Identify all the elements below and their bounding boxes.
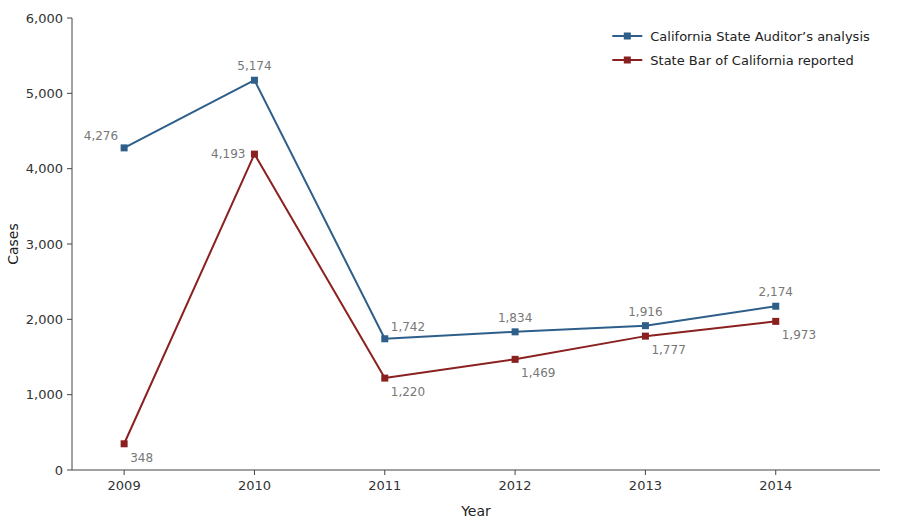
data-label: 1,916 [628, 305, 662, 319]
data-label: 348 [130, 451, 153, 465]
x-tick-label: 2011 [368, 478, 401, 493]
data-point [772, 303, 779, 310]
chart: 2009 2010 2011 2012 2013 2014 0 1,000 2,000 3,000… [0, 0, 900, 528]
y-tick-label: 3,000 [26, 237, 63, 252]
data-label: 1,742 [391, 320, 425, 334]
data-point [121, 144, 128, 151]
x-tick [775, 470, 776, 475]
y-tick [67, 319, 72, 320]
series-line [124, 154, 776, 444]
y-tick [67, 394, 72, 395]
data-label: 1,220 [391, 385, 425, 399]
data-label: 5,174 [237, 59, 271, 73]
y-axis-label: Cases [5, 223, 21, 265]
plot-area [121, 77, 780, 448]
data-label: 4,276 [84, 129, 118, 143]
y-tick [67, 168, 72, 169]
y-tick-label: 5,000 [26, 86, 63, 101]
legend: California State Auditor’s analysis State… [612, 29, 870, 68]
y-tick-label: 2,000 [26, 312, 63, 327]
data-point [251, 77, 258, 84]
data-label: 4,193 [211, 147, 245, 161]
data-point [642, 322, 649, 329]
axes: 2009 2010 2011 2012 2013 2014 0 1,000 2,000 3,000… [26, 11, 880, 494]
data-point [772, 318, 779, 325]
x-tick [384, 470, 385, 475]
y-tick-label: 1,000 [26, 387, 63, 402]
y-tick [67, 93, 72, 94]
x-tick-label: 2009 [108, 478, 141, 493]
legend-marker [624, 33, 631, 40]
data-label: 1,777 [651, 343, 685, 357]
data-label: 1,834 [498, 311, 532, 325]
x-tick-label: 2013 [629, 478, 662, 493]
x-tick [254, 470, 255, 475]
data-point [121, 440, 128, 447]
data-label: 1,469 [521, 366, 555, 380]
chart-container: 2009 2010 2011 2012 2013 2014 0 1,000 2,000 3,000… [0, 0, 900, 528]
x-tick [124, 470, 125, 475]
data-label: 1,973 [782, 328, 816, 342]
data-point [381, 335, 388, 342]
y-tick-label: 0 [55, 463, 63, 478]
x-tick [515, 470, 516, 475]
x-tick [645, 470, 646, 475]
y-tick-label: 6,000 [26, 11, 63, 26]
y-tick [67, 18, 72, 19]
data-labels: 4,276 5,174 1,742 1,834 1,916 2,174 348 4,193 1,… [84, 59, 816, 465]
x-axis-line [72, 470, 880, 471]
data-point [381, 375, 388, 382]
y-tick [67, 470, 72, 471]
data-label: 2,174 [759, 285, 793, 299]
data-point [512, 356, 519, 363]
x-tick-label: 2010 [238, 478, 271, 493]
y-tick [67, 244, 72, 245]
legend-label: State Bar of California reported [650, 53, 853, 68]
series-line [124, 80, 776, 339]
x-tick-label: 2012 [499, 478, 532, 493]
data-point [512, 328, 519, 335]
data-point [642, 333, 649, 340]
y-tick-label: 4,000 [26, 161, 63, 176]
x-tick-label: 2014 [759, 478, 792, 493]
legend-label: California State Auditor’s analysis [650, 29, 870, 44]
data-point [251, 151, 258, 158]
x-axis-label: Year [460, 503, 491, 519]
legend-marker [624, 57, 631, 64]
